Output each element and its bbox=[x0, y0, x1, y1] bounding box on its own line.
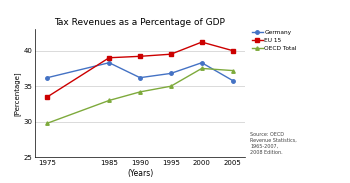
Germany bbox=[199, 62, 204, 64]
Germany bbox=[231, 79, 235, 82]
EU 15 bbox=[231, 50, 235, 52]
OECD Total bbox=[231, 70, 235, 72]
Germany bbox=[138, 76, 142, 79]
Line: OECD Total: OECD Total bbox=[46, 67, 234, 125]
OECD Total bbox=[107, 99, 111, 102]
Germany bbox=[169, 72, 173, 74]
Y-axis label: [Percentage]: [Percentage] bbox=[14, 71, 20, 116]
EU 15 bbox=[169, 53, 173, 55]
X-axis label: (Years): (Years) bbox=[127, 169, 153, 178]
OECD Total bbox=[199, 67, 204, 70]
OECD Total bbox=[169, 85, 173, 87]
Germany bbox=[45, 76, 49, 79]
EU 15 bbox=[107, 57, 111, 59]
Line: EU 15: EU 15 bbox=[46, 40, 234, 99]
Germany bbox=[107, 62, 111, 64]
OECD Total bbox=[45, 122, 49, 124]
EU 15 bbox=[138, 55, 142, 57]
EU 15 bbox=[45, 96, 49, 98]
Line: Germany: Germany bbox=[46, 61, 234, 82]
Title: Tax Revenues as a Percentage of GDP: Tax Revenues as a Percentage of GDP bbox=[55, 18, 225, 27]
EU 15 bbox=[199, 41, 204, 43]
Text: Source: OECD
Revenue Statistics,
1965-2007,
2008 Edition.: Source: OECD Revenue Statistics, 1965-20… bbox=[250, 132, 297, 155]
OECD Total bbox=[138, 91, 142, 93]
Legend: Germany, EU 15, OECD Total: Germany, EU 15, OECD Total bbox=[252, 30, 297, 51]
